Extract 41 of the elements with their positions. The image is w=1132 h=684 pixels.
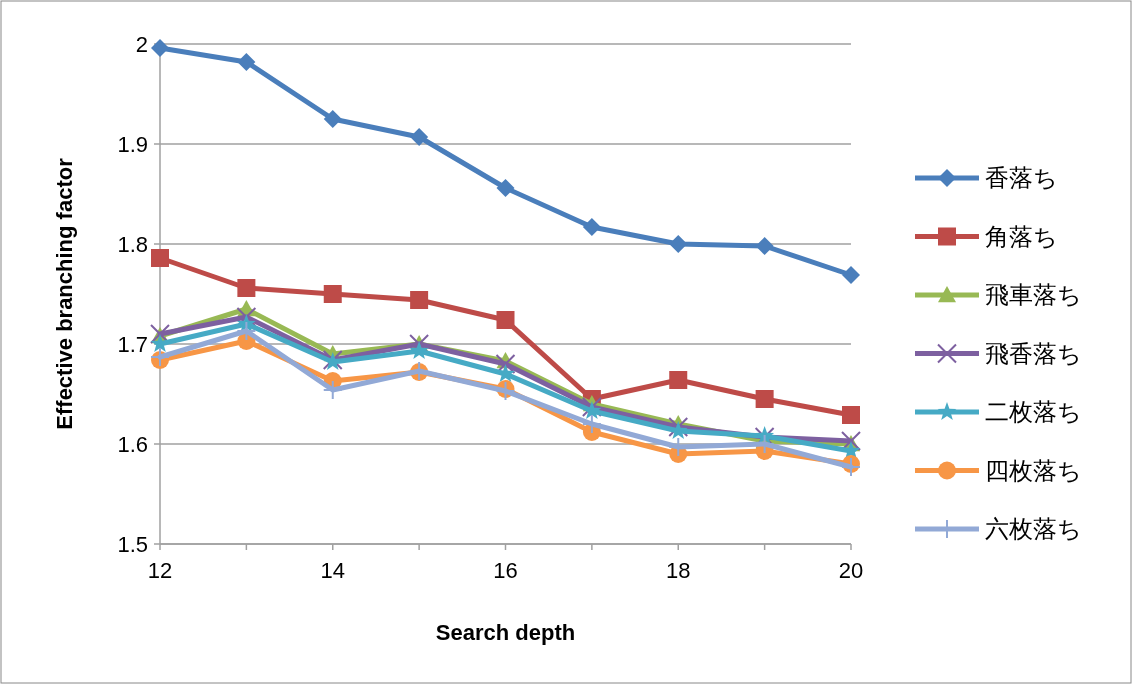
legend-label: 香落ち [985, 164, 1058, 192]
legend-label: 飛香落ち [985, 339, 1082, 367]
point [236, 321, 257, 341]
point [842, 406, 860, 424]
point [842, 266, 860, 284]
point [410, 128, 429, 146]
point [669, 371, 688, 389]
point [323, 110, 342, 128]
point [151, 249, 169, 267]
point [237, 53, 256, 71]
x-axis-title: Search depth [435, 620, 576, 645]
legend-label: 飛車落ち [985, 281, 1082, 309]
y-tick-label: 1.6 [117, 431, 148, 457]
point [410, 291, 429, 309]
legend-label: 六枚落ち [985, 515, 1082, 543]
legend-label: 角落ち [985, 222, 1058, 250]
y-tick-label: 1.7 [117, 331, 148, 357]
point [496, 311, 515, 329]
x-tick-label: 14 [320, 558, 345, 583]
point [496, 179, 515, 197]
point [237, 279, 256, 297]
point [755, 237, 774, 255]
y-tick-label: 1.9 [117, 131, 148, 157]
point [322, 380, 343, 400]
x-tick-label: 12 [147, 558, 173, 583]
y-tick-label: 2 [135, 31, 148, 57]
point [581, 414, 602, 434]
x-tick-label: 16 [493, 558, 518, 583]
y-tick-label: 1.5 [117, 531, 148, 557]
y-axis-title: Effective branching factor [52, 157, 77, 430]
y-tick-label: 1.8 [117, 231, 148, 257]
point [409, 341, 429, 360]
legend-label: 二枚落ち [985, 398, 1082, 426]
x-tick-label: 18 [666, 558, 691, 583]
legend-label: 四枚落ち [985, 456, 1082, 484]
point [755, 390, 774, 408]
point [495, 354, 516, 374]
point [151, 39, 169, 57]
point [582, 218, 601, 236]
point [323, 285, 342, 303]
x-tick-label: 20 [838, 558, 864, 583]
